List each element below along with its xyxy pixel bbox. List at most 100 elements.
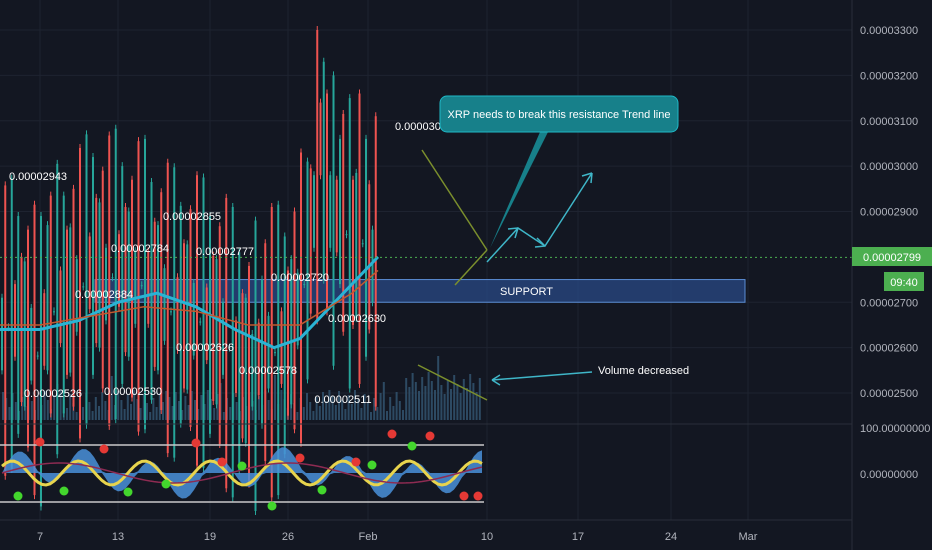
price-axis: 0.00003300 0.00003200 0.00003100 0.00003000… xyxy=(860,25,918,400)
volume-bar xyxy=(120,400,123,420)
price-tick: 0.00002900 xyxy=(860,207,918,219)
candle-body xyxy=(212,255,215,401)
candle-body xyxy=(147,251,150,324)
price-annotation: 0.00002626 xyxy=(176,342,234,354)
price-annotation: 0.00002855 xyxy=(163,211,221,223)
candle-body xyxy=(339,138,341,285)
volume-bar xyxy=(75,412,78,420)
candle-body xyxy=(355,172,358,319)
candle-body xyxy=(186,244,189,390)
volume-bar xyxy=(338,391,340,420)
candle-body xyxy=(374,116,377,407)
volume-bar xyxy=(206,390,209,420)
candle-body xyxy=(95,197,98,344)
volume-bar xyxy=(402,410,404,420)
volume-bar xyxy=(357,399,360,420)
candle-body xyxy=(121,166,124,384)
price-annotation: 0.00002578 xyxy=(239,365,297,377)
candle-body xyxy=(79,147,81,439)
volume-bar xyxy=(354,390,356,420)
candle-body xyxy=(215,259,218,405)
oscillator-signal-dot xyxy=(123,487,133,497)
oscillator-signal-dot xyxy=(351,457,361,467)
support-zone[interactable]: SUPPORT xyxy=(94,279,746,303)
time-tick: 26 xyxy=(282,531,294,543)
volume-bar xyxy=(149,412,152,420)
volume-bar xyxy=(453,375,456,420)
volume-bar xyxy=(280,390,283,420)
price-annotation: 0.00002526 xyxy=(24,388,82,400)
indicator-tick: 100.00000000 xyxy=(860,423,930,435)
volume-bar xyxy=(456,384,459,420)
oscillator-signal-dot xyxy=(407,441,417,451)
time-tick: Mar xyxy=(739,531,758,543)
volume-bar xyxy=(350,404,353,420)
volume-bar xyxy=(434,390,436,420)
candle-body xyxy=(173,167,176,458)
volume-bar xyxy=(360,408,363,420)
volume-bar xyxy=(366,403,369,420)
candle-body xyxy=(36,355,39,357)
volume-bar xyxy=(165,391,168,420)
volume-bar xyxy=(146,403,148,420)
volume-arrow-head xyxy=(491,374,501,386)
volume-bar xyxy=(395,392,398,420)
volume-bar xyxy=(382,382,385,420)
volume-bar xyxy=(414,382,417,420)
resistance-trendline xyxy=(421,149,488,251)
candle-body xyxy=(267,315,270,389)
candle-body xyxy=(345,234,348,236)
candle-body xyxy=(108,135,111,426)
volume-bar xyxy=(405,378,408,420)
oscillator-signal-dot xyxy=(267,501,277,511)
support-zone-rect[interactable] xyxy=(94,279,746,303)
candle-body xyxy=(176,277,179,350)
candle-body xyxy=(241,293,244,439)
current-price-badge: 0.00002799 09:40 xyxy=(852,247,932,291)
candle-body xyxy=(59,270,62,344)
volume-bar xyxy=(370,412,372,420)
countdown-text: 09:40 xyxy=(890,277,918,289)
time-tick: 13 xyxy=(112,531,124,543)
candle-body xyxy=(101,170,104,389)
volume-bar xyxy=(98,406,100,420)
callout-bubble[interactable]: XRP needs to break this resistance Trend… xyxy=(439,95,679,248)
indicator-tick: 0.00000000 xyxy=(860,469,918,481)
volume-bar xyxy=(174,392,177,420)
support-trendline xyxy=(454,249,488,286)
candle-body xyxy=(352,179,354,325)
volume-bar xyxy=(152,398,155,420)
oscillator-signal-dot xyxy=(59,486,69,496)
volume-bar xyxy=(379,393,382,420)
volume-bar xyxy=(190,391,193,420)
candle-body xyxy=(231,206,234,498)
candle-body xyxy=(150,182,153,400)
candle-body xyxy=(127,211,130,357)
volume-bar xyxy=(386,411,388,420)
volume-bar xyxy=(235,402,238,420)
volume-bar xyxy=(459,393,462,420)
volume-bar xyxy=(117,391,120,420)
volume-bar xyxy=(104,401,107,420)
volume-bar xyxy=(325,401,328,420)
candle-body xyxy=(228,347,231,349)
current-price-text: 0.00002799 xyxy=(863,252,921,264)
price-annotation: 0.00002630 xyxy=(328,313,386,325)
volume-note[interactable]: Volume decreased xyxy=(491,365,689,386)
candle-body xyxy=(166,162,169,454)
candle-body xyxy=(365,138,367,357)
candle-body xyxy=(280,311,283,384)
candle-body xyxy=(82,286,85,288)
candle-body xyxy=(137,141,140,432)
candle-body xyxy=(140,285,143,287)
candle-body xyxy=(261,279,263,425)
volume-bar xyxy=(427,372,430,420)
volume-bar xyxy=(475,392,478,420)
volume-bar xyxy=(66,408,68,420)
volume-bar xyxy=(258,396,260,420)
candle-body xyxy=(332,75,335,366)
volume-bar xyxy=(136,399,139,420)
volume-bar xyxy=(88,402,91,420)
volume-bar xyxy=(466,388,468,420)
